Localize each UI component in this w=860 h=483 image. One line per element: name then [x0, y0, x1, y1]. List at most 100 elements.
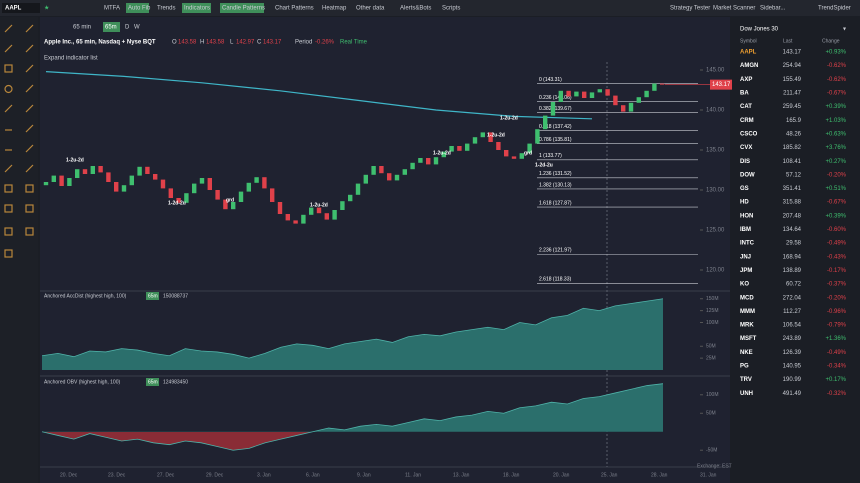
- interval-option[interactable]: D: [125, 25, 130, 31]
- toolbar-button[interactable]: Chart Patterns: [275, 6, 314, 12]
- toolbar-button[interactable]: Other data: [356, 6, 385, 12]
- candle: [496, 142, 501, 150]
- legend-realtime: Real Time: [340, 40, 368, 46]
- legend-c-label: C: [257, 40, 262, 46]
- watchlist-column[interactable]: Symbol: [740, 38, 757, 44]
- candle: [410, 162, 415, 170]
- badge-bg: [146, 378, 159, 386]
- x-tick-label: 9. Jan: [357, 472, 371, 478]
- candle: [277, 202, 283, 214]
- x-tick-label: 20. Jan: [553, 472, 570, 478]
- toolbar-button[interactable]: Heatmap: [322, 6, 347, 12]
- candle: [628, 102, 634, 112]
- toolbar-right-button[interactable]: Market Scanner: [713, 6, 755, 12]
- toolbar-right-button[interactable]: Sidebar...: [760, 6, 786, 12]
- expand-indicators[interactable]: Expand indicator list: [44, 56, 98, 62]
- toolbar-right-button[interactable]: Strategy Tester: [670, 6, 710, 12]
- watchlist-title[interactable]: Dow Jones 30: [740, 27, 779, 33]
- fib-label: 0.382 (139.67): [539, 106, 572, 112]
- watchlist-change: -0.34%: [827, 364, 847, 370]
- toolbar-button[interactable]: Alerts&Bots: [400, 6, 431, 12]
- watchlist-symbol[interactable]: DIS: [740, 159, 750, 165]
- candle: [207, 178, 212, 190]
- toolbar-button[interactable]: Trends: [157, 6, 175, 12]
- watchlist-symbol[interactable]: BA: [740, 91, 749, 97]
- watchlist-symbol[interactable]: HON: [740, 213, 753, 219]
- y-tick-label: 100M: [706, 392, 719, 398]
- dropdown-icon[interactable]: ▾: [843, 27, 846, 33]
- watchlist-last: 29.58: [786, 241, 802, 247]
- candle: [535, 129, 540, 144]
- watchlist-symbol[interactable]: NKE: [740, 350, 753, 356]
- watchlist-column[interactable]: Last: [783, 38, 793, 44]
- candle: [168, 188, 173, 198]
- button-bg: [182, 3, 211, 13]
- interval-select[interactable]: 65 min: [73, 25, 91, 31]
- fib-label: 1.236 (131.52): [539, 171, 572, 177]
- toolbar-button[interactable]: Indicators: [184, 6, 210, 12]
- watchlist-last: 57.12: [786, 172, 802, 178]
- toolbar-button[interactable]: Scripts: [442, 6, 460, 12]
- watchlist-symbol[interactable]: CAT: [740, 104, 752, 110]
- watchlist-last: 140.95: [783, 364, 802, 370]
- x-tick-label: 11. Jan: [405, 472, 421, 478]
- watchlist-symbol[interactable]: IBM: [740, 227, 751, 233]
- candle: [660, 83, 665, 85]
- symbol-input[interactable]: [2, 3, 40, 13]
- indicator-value: 124983450: [163, 379, 188, 385]
- watchlist-symbol[interactable]: MMM: [740, 309, 755, 315]
- toolbar-button[interactable]: MTFA: [104, 6, 120, 12]
- watchlist-symbol[interactable]: INTC: [740, 241, 755, 247]
- symbol[interactable]: AAPL: [5, 6, 22, 12]
- pattern-label: grd: [226, 197, 234, 203]
- legend-h: 143.58: [206, 40, 225, 46]
- candle: [550, 102, 556, 116]
- watchlist-change: -0.79%: [827, 323, 847, 329]
- fib-label: 0.786 (135.81): [539, 137, 572, 143]
- watchlist-symbol[interactable]: MCD: [740, 295, 754, 301]
- watchlist-symbol[interactable]: AMGN: [740, 63, 758, 69]
- watchlist-symbol[interactable]: AXP: [740, 77, 752, 83]
- watchlist-symbol[interactable]: KO: [740, 282, 749, 288]
- watchlist-symbol[interactable]: DOW: [740, 172, 755, 178]
- watchlist-symbol[interactable]: JPM: [740, 268, 752, 274]
- badge-bg: [146, 292, 159, 300]
- toolbar-right-button[interactable]: TrendSpider: [818, 6, 851, 12]
- favorite-icon[interactable]: ★: [44, 5, 49, 12]
- watchlist-last: 108.41: [783, 159, 802, 165]
- candle: [605, 89, 610, 96]
- watchlist-symbol[interactable]: MRK: [740, 323, 754, 329]
- candle: [90, 166, 95, 174]
- watchlist-change: +1.03%: [825, 118, 846, 124]
- candle: [582, 91, 587, 98]
- candle: [129, 175, 134, 186]
- toolbar-button[interactable]: Candle Patterns: [222, 6, 265, 12]
- watchlist-symbol[interactable]: AAPL: [740, 50, 757, 56]
- watchlist-last: 254.94: [783, 63, 802, 69]
- candle: [433, 157, 439, 165]
- watchlist-symbol[interactable]: GS: [740, 186, 749, 192]
- watchlist-symbol[interactable]: CSCO: [740, 131, 758, 137]
- watchlist-symbol[interactable]: CVX: [740, 145, 752, 151]
- candle: [519, 153, 524, 159]
- candle: [441, 151, 446, 158]
- watchlist-symbol[interactable]: MSFT: [740, 336, 757, 342]
- interval-active[interactable]: 65m: [105, 25, 117, 31]
- watchlist-change: +3.76%: [825, 145, 846, 151]
- candle: [379, 166, 384, 174]
- candle: [363, 174, 368, 184]
- watchlist-symbol[interactable]: JNJ: [740, 254, 751, 260]
- toolbar-button[interactable]: Auto Fib: [128, 6, 151, 12]
- watchlist-symbol[interactable]: UNH: [740, 391, 753, 397]
- watchlist-symbol[interactable]: HD: [740, 200, 749, 206]
- watchlist-column[interactable]: Change: [822, 38, 840, 44]
- watchlist-last: 351.41: [783, 186, 802, 192]
- watchlist-symbol[interactable]: CRM: [740, 118, 754, 124]
- watchlist-symbol[interactable]: PG: [740, 364, 749, 370]
- fib-label: 0 (143.31): [539, 77, 562, 83]
- watchlist-last: 190.99: [783, 377, 802, 383]
- watchlist-change: +0.27%: [825, 159, 846, 165]
- watchlist-symbol[interactable]: TRV: [740, 377, 752, 383]
- interval-option[interactable]: W: [134, 25, 140, 31]
